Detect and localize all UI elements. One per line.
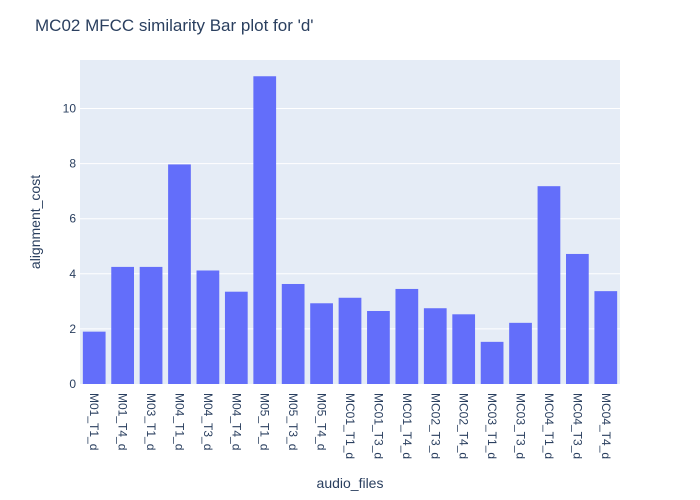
bar-MC04_T1_d	[537, 186, 561, 384]
x-tick-label: M04_T3_d	[201, 393, 215, 450]
bar-M03_T1_d	[139, 266, 163, 384]
bar-MC04_T3_d	[566, 253, 589, 384]
y-tick-label: 8	[69, 157, 76, 171]
x-tick-label: M05_T1_d	[258, 393, 272, 450]
bar-MC03_T3_d	[509, 322, 532, 384]
bar-M04_T1_d	[168, 164, 191, 384]
x-tick-label: M01_T1_d	[87, 393, 101, 450]
x-axis-title: audio_files	[317, 475, 384, 491]
bar-MC04_T4_d	[594, 291, 618, 384]
x-tick-label: MC04_T3_d	[570, 393, 584, 459]
bar-MC01_T1_d	[338, 297, 362, 384]
bar-M01_T1_d	[82, 331, 106, 384]
bar-M05_T3_d	[281, 283, 305, 384]
x-tick-label: MC01_T3_d	[371, 393, 385, 459]
bar-MC02_T4_d	[452, 314, 476, 384]
y-tick-label: 6	[69, 212, 76, 226]
bars	[82, 76, 618, 385]
bar-M05_T4_d	[310, 303, 333, 384]
bar-MC03_T1_d	[480, 341, 504, 384]
x-tick-label: M03_T1_d	[144, 393, 158, 450]
bar-M04_T3_d	[196, 270, 220, 384]
bar-MC01_T3_d	[367, 310, 390, 384]
x-tick-label: MC04_T1_d	[542, 393, 556, 459]
x-tick-label: MC01_T4_d	[400, 393, 414, 459]
x-axis-ticks: M01_T1_d M01_T4_d M03_T1_d M04_T1_d M04_T3_d…	[87, 393, 613, 459]
x-tick-label: MC02_T3_d	[428, 393, 442, 459]
y-tick-label: 10	[63, 101, 77, 115]
x-tick-label: M04_T1_d	[172, 393, 186, 450]
x-tick-label: MC03_T3_d	[514, 393, 528, 459]
x-tick-label: MC02_T4_d	[457, 393, 471, 459]
x-tick-label: M05_T3_d	[286, 393, 300, 450]
bar-M01_T4_d	[111, 266, 134, 384]
bar-MC02_T3_d	[423, 308, 447, 384]
y-axis-ticks: 0 2 4 6 8 10	[63, 101, 77, 391]
bar-MC01_T4_d	[395, 288, 419, 384]
bar-M05_T1_d	[253, 76, 277, 385]
x-tick-label: M04_T4_d	[229, 393, 243, 450]
x-tick-label: M01_T4_d	[116, 393, 130, 450]
y-tick-label: 4	[69, 267, 76, 281]
x-tick-label: MC01_T1_d	[343, 393, 357, 459]
x-tick-label: MC03_T1_d	[485, 393, 499, 459]
y-axis-title: alignment_cost	[27, 175, 43, 269]
x-tick-label: M05_T4_d	[315, 393, 329, 450]
y-tick-label: 2	[69, 322, 76, 336]
y-tick-label: 0	[69, 377, 76, 391]
chart-title: MC02 MFCC similarity Bar plot for 'd'	[35, 16, 314, 35]
x-tick-label: MC04_T4_d	[599, 393, 613, 459]
bar-M04_T4_d	[224, 291, 248, 384]
